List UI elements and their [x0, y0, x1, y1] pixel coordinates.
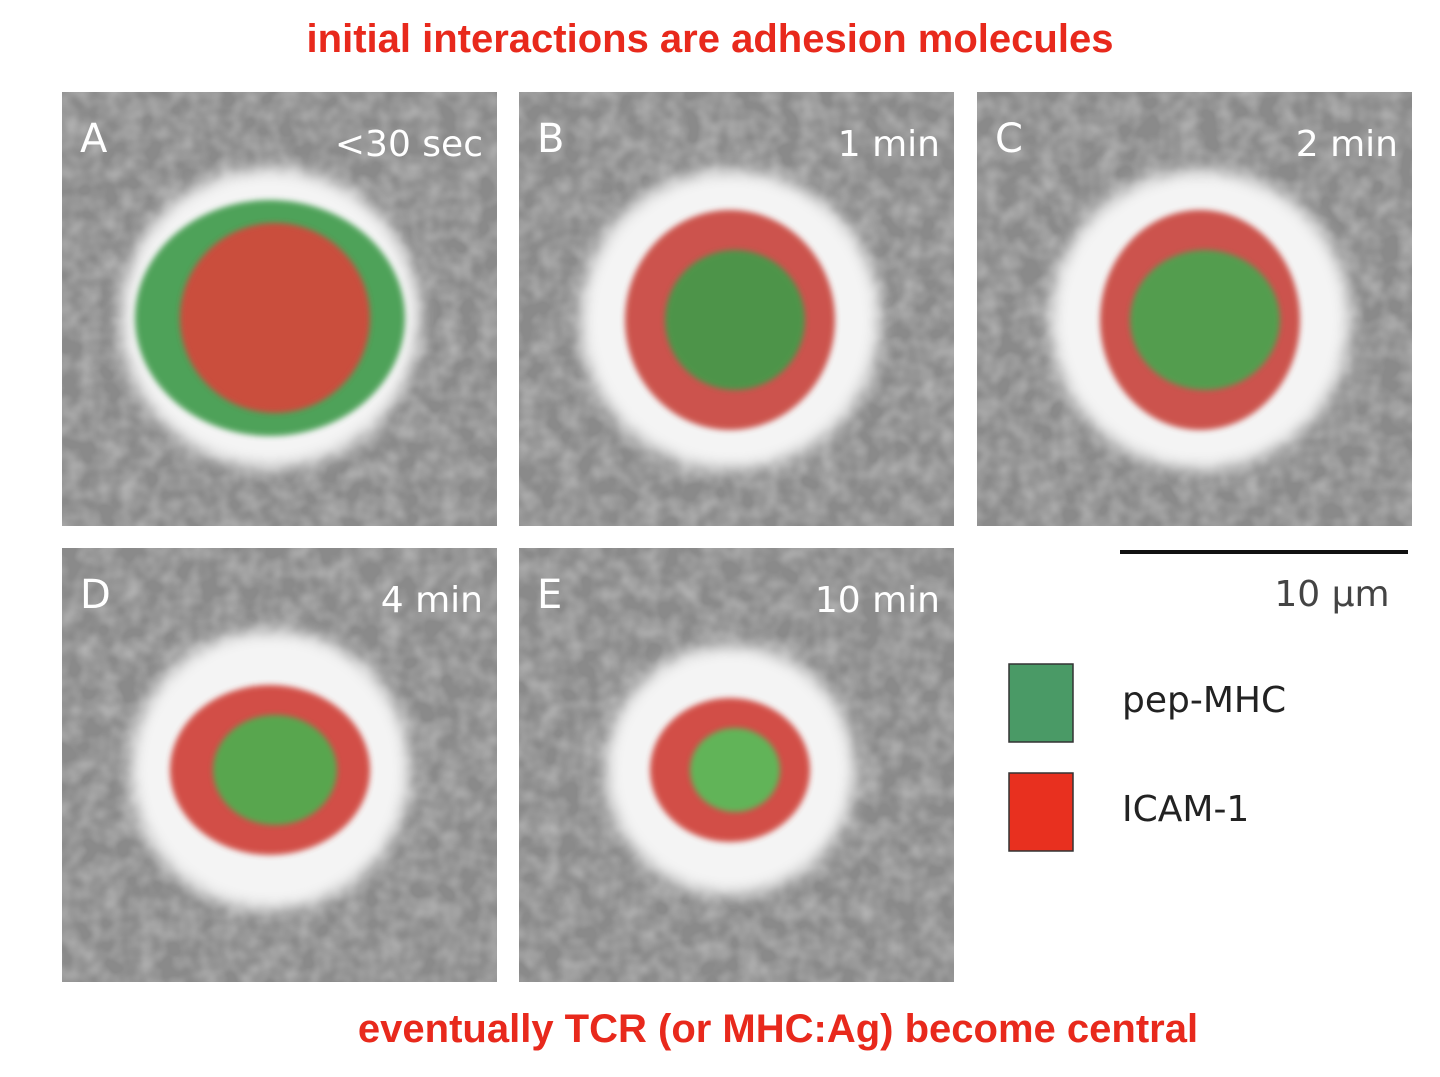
- cell-center: [665, 250, 805, 390]
- panels: A <30 sec B 1 min C 2 min D 4 min E 10 min: [62, 92, 1412, 982]
- panel-letter: C: [995, 116, 1023, 162]
- legend: pep-MHC ICAM-1: [1008, 663, 1286, 852]
- panel-time: 10 min: [815, 580, 940, 621]
- panel: B 1 min: [519, 92, 954, 526]
- panel: D 4 min: [62, 548, 497, 982]
- legend-swatch: [1008, 772, 1074, 852]
- panel-letter: A: [80, 116, 108, 162]
- legend-label: ICAM-1: [1122, 789, 1249, 830]
- caption: eventually TCR (or MHC:Ag) become centra…: [358, 1007, 1198, 1051]
- panel: C 2 min: [977, 92, 1412, 526]
- cell-center: [180, 223, 370, 413]
- panel: E 10 min: [519, 548, 954, 982]
- panel: A <30 sec: [62, 92, 497, 526]
- panel-time: <30 sec: [335, 124, 483, 165]
- panel-time: 1 min: [838, 124, 940, 165]
- panel-letter: E: [537, 572, 562, 618]
- headline: initial interactions are adhesion molecu…: [307, 17, 1114, 61]
- cell-center: [1130, 250, 1280, 390]
- cell-center: [213, 715, 337, 825]
- panel-time: 2 min: [1296, 124, 1398, 165]
- scale-label: 10 μm: [1274, 574, 1389, 615]
- legend-swatch: [1008, 663, 1074, 743]
- cell-center: [690, 728, 780, 812]
- panel-time: 4 min: [381, 580, 483, 621]
- panel-letter: D: [80, 572, 111, 618]
- legend-label: pep-MHC: [1122, 680, 1286, 721]
- panel-letter: B: [537, 116, 564, 162]
